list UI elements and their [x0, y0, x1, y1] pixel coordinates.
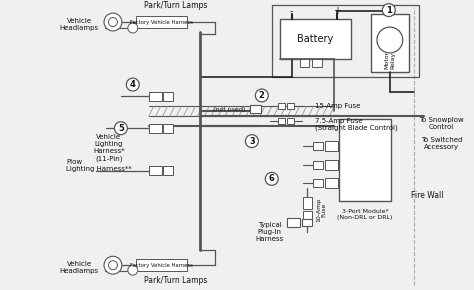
Text: 10-Amp
Fuse: 10-Amp Fuse — [316, 197, 327, 222]
Bar — [301, 219, 312, 226]
Bar — [280, 19, 351, 59]
Text: 4: 4 — [130, 80, 136, 89]
Text: Vehicle
Headlamps: Vehicle Headlamps — [60, 261, 99, 274]
Bar — [325, 141, 338, 151]
Bar — [278, 104, 285, 109]
Bar — [287, 218, 300, 227]
Bar — [313, 142, 323, 150]
Text: 1: 1 — [386, 6, 392, 14]
Text: Vehicle
Headlamps: Vehicle Headlamps — [60, 17, 99, 30]
Bar — [313, 179, 323, 187]
Bar — [149, 92, 162, 101]
Bar — [325, 160, 338, 170]
Bar — [163, 166, 173, 175]
Bar — [287, 104, 293, 109]
Text: 3-Port Module*
(Non-DRL or DRL): 3-Port Module* (Non-DRL or DRL) — [337, 209, 393, 220]
Text: Battery: Battery — [297, 34, 334, 44]
Text: Factory Vehicle Harness: Factory Vehicle Harness — [130, 19, 193, 25]
Circle shape — [128, 265, 138, 275]
Text: Vehicle
Lighting
Harness*
(11-Pin): Vehicle Lighting Harness* (11-Pin) — [93, 134, 125, 162]
Circle shape — [377, 27, 403, 53]
Bar — [371, 14, 409, 72]
Bar — [278, 118, 285, 124]
Text: Factory Vehicle Harness: Factory Vehicle Harness — [130, 263, 193, 268]
Text: Plow
Lighting Harness**: Plow Lighting Harness** — [66, 160, 132, 173]
Text: Park/Turn Lamps: Park/Turn Lamps — [144, 276, 207, 284]
Bar — [302, 211, 312, 222]
Bar — [312, 59, 322, 67]
Text: Motor
Relay: Motor Relay — [384, 51, 395, 69]
Text: To Switched
Accessory: To Switched Accessory — [421, 137, 462, 150]
Circle shape — [104, 13, 122, 31]
Bar — [313, 161, 323, 169]
Text: To Snowplow
Control: To Snowplow Control — [419, 117, 464, 130]
Bar — [339, 119, 391, 201]
Bar — [163, 124, 173, 133]
Text: 6: 6 — [269, 174, 274, 183]
Bar — [136, 259, 187, 271]
Bar — [325, 178, 338, 188]
Circle shape — [114, 122, 128, 135]
Bar — [302, 197, 312, 209]
Circle shape — [255, 89, 268, 102]
Bar — [287, 118, 293, 124]
Bar — [136, 16, 187, 28]
Bar — [163, 92, 173, 101]
Text: +: + — [333, 6, 341, 16]
Circle shape — [104, 256, 122, 274]
Bar — [300, 59, 310, 67]
Text: 2: 2 — [259, 91, 265, 100]
Text: Park/Turn Lamps: Park/Turn Lamps — [144, 1, 207, 10]
Circle shape — [127, 78, 139, 91]
Bar — [272, 5, 419, 77]
Text: -: - — [290, 6, 293, 16]
Bar — [250, 105, 261, 113]
Circle shape — [109, 261, 118, 270]
Text: 7.5-Amp Fuse
(Straight Blade Control): 7.5-Amp Fuse (Straight Blade Control) — [315, 117, 398, 131]
Text: (not used): (not used) — [213, 107, 245, 112]
Circle shape — [246, 135, 258, 148]
Text: 3: 3 — [249, 137, 255, 146]
Text: Typical
Plug-In
Harness: Typical Plug-In Harness — [255, 222, 284, 242]
Circle shape — [383, 4, 395, 17]
Text: Fire Wall: Fire Wall — [411, 191, 444, 200]
Circle shape — [109, 18, 118, 26]
Bar — [149, 124, 162, 133]
Text: 5: 5 — [118, 124, 124, 133]
Circle shape — [265, 172, 278, 185]
Circle shape — [128, 23, 138, 33]
Text: 15-Amp Fuse: 15-Amp Fuse — [315, 104, 361, 109]
Bar — [149, 166, 162, 175]
